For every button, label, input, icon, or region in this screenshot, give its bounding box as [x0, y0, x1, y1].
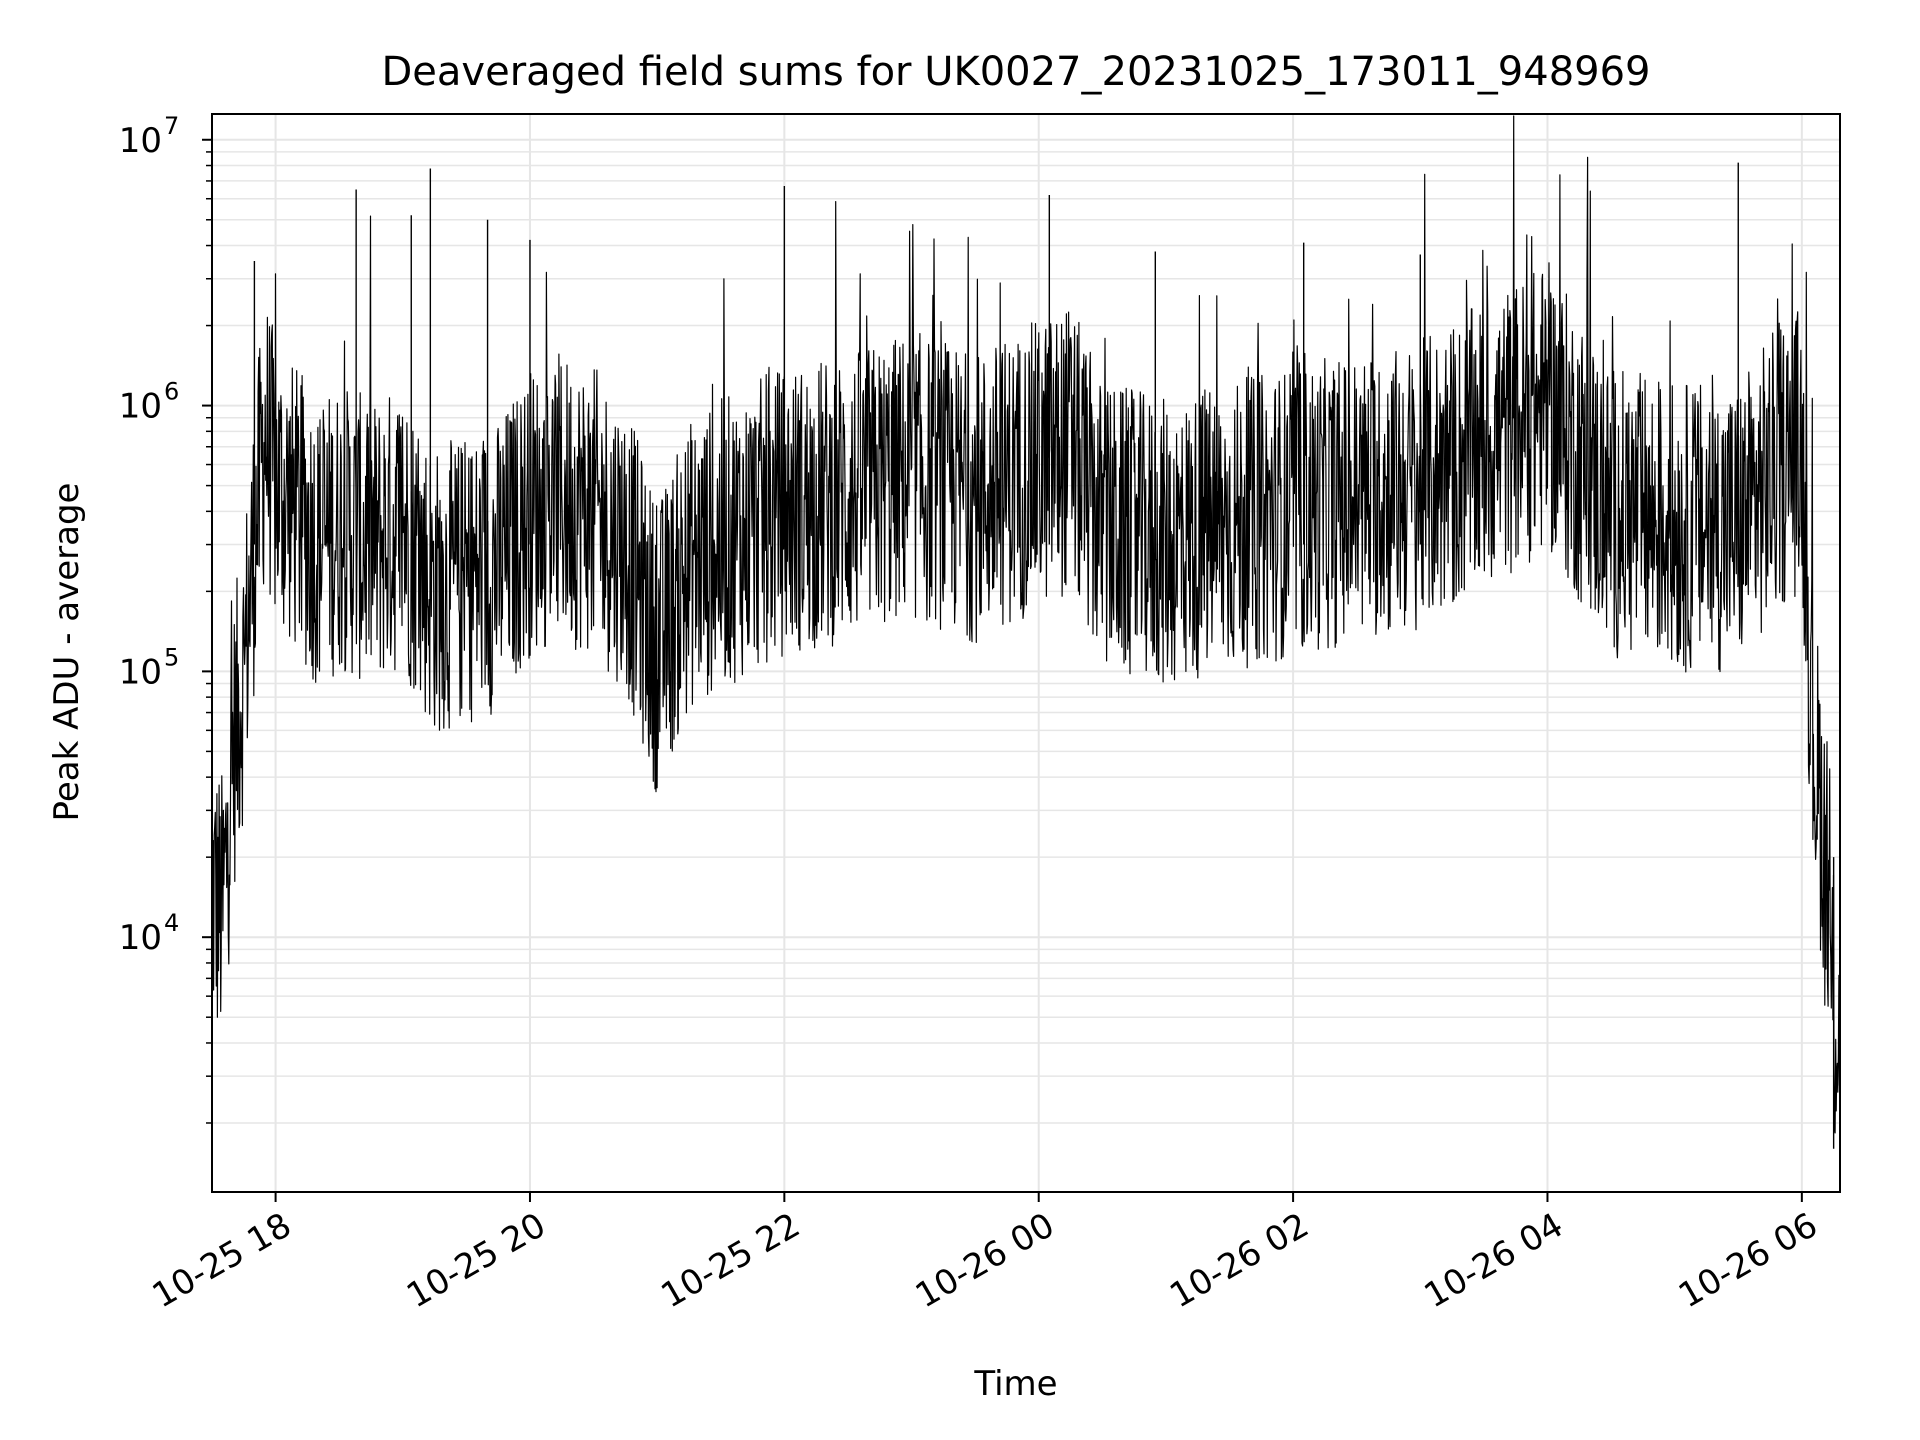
series-path — [211, 115, 1841, 1134]
y-axis-label: Peak ADU - average — [47, 483, 87, 822]
y-tick-label: 10 — [119, 387, 162, 427]
y-tick-exponent: 7 — [164, 112, 179, 140]
x-axis-label: Time — [973, 1364, 1057, 1404]
y-tick-exponent: 5 — [164, 643, 179, 671]
chart-title: Deaveraged field sums for UK0027_2023102… — [381, 49, 1650, 95]
y-tick-exponent: 4 — [164, 909, 179, 937]
plot-frame — [211, 113, 1841, 1193]
series-line — [211, 115, 1841, 1149]
y-tick-label: 10 — [119, 652, 162, 692]
y-tick-label: 10 — [119, 121, 162, 161]
y-tick-label: 10 — [119, 918, 162, 958]
y-tick-exponent: 6 — [164, 378, 179, 406]
